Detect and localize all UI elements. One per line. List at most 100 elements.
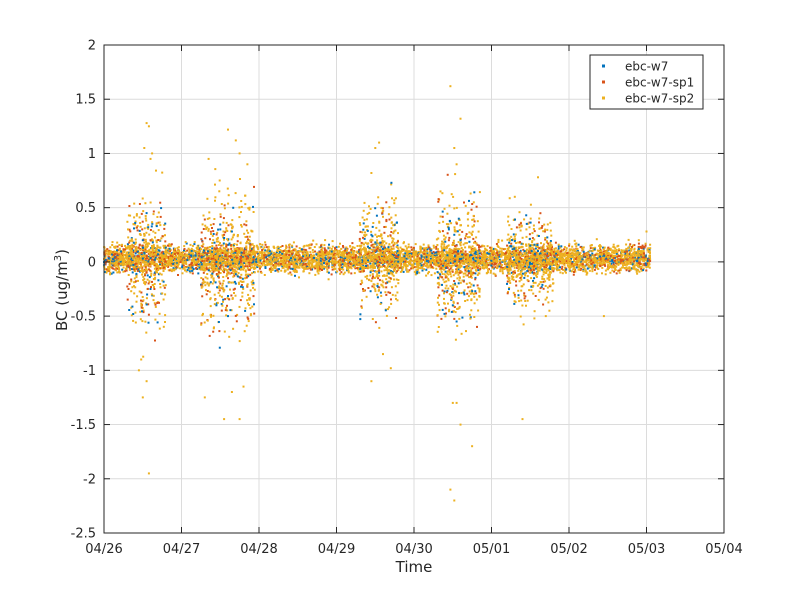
- dense-point: [310, 243, 313, 246]
- dense-point: [399, 265, 402, 268]
- dense-point: [499, 262, 502, 265]
- dense-point: [188, 254, 191, 257]
- dense-point: [232, 245, 235, 248]
- dense-point: [232, 259, 235, 262]
- dense-point: [317, 259, 320, 262]
- dense-point: [193, 258, 196, 261]
- dense-point: [475, 265, 478, 267]
- dense-point: [604, 255, 607, 258]
- dense-point: [388, 264, 391, 267]
- dense-point: [478, 269, 481, 272]
- dense-point: [625, 269, 628, 272]
- dense-point: [644, 244, 647, 247]
- dense-point: [540, 259, 543, 262]
- dense-point: [562, 268, 565, 271]
- dense-point: [422, 243, 425, 246]
- dense-point: [265, 260, 268, 263]
- dense-point: [640, 258, 643, 261]
- dense-point: [229, 257, 232, 259]
- dense-point: [197, 265, 200, 268]
- dense-point: [393, 260, 396, 262]
- dense-point: [550, 266, 553, 269]
- dense-point: [586, 263, 589, 266]
- dense-point: [559, 266, 561, 269]
- dense-point: [330, 273, 333, 276]
- dense-point: [120, 245, 123, 248]
- dense-point: [409, 250, 412, 253]
- dense-point: [118, 244, 121, 246]
- dense-point: [167, 264, 170, 267]
- dense-point: [301, 251, 304, 254]
- dense-point: [609, 259, 611, 262]
- dense-point: [223, 261, 226, 264]
- dense-point: [498, 265, 501, 268]
- dense-point: [148, 265, 151, 268]
- dense-point: [328, 246, 331, 249]
- dense-point: [233, 254, 236, 257]
- dense-point: [577, 243, 580, 246]
- dense-point: [317, 258, 320, 261]
- dense-point: [191, 264, 194, 267]
- dense-point: [131, 268, 133, 271]
- dense-point: [632, 262, 635, 265]
- dense-point: [383, 253, 386, 256]
- dense-point: [364, 258, 367, 261]
- dense-point: [197, 263, 200, 266]
- dense-point: [194, 262, 196, 265]
- dense-point: [264, 265, 267, 268]
- dense-point: [111, 256, 114, 259]
- dense-point: [388, 252, 391, 255]
- dense-point: [618, 259, 621, 262]
- dense-point: [260, 262, 263, 265]
- dense-point: [227, 264, 230, 267]
- dense-point: [233, 257, 236, 260]
- dense-point: [574, 258, 577, 260]
- dense-point: [416, 272, 419, 275]
- dense-point: [402, 257, 405, 260]
- dense-point: [617, 269, 619, 272]
- dense-point: [248, 250, 251, 253]
- dense-point: [625, 243, 628, 246]
- dense-point: [244, 270, 247, 273]
- dense-point: [265, 254, 268, 257]
- dense-point: [185, 270, 188, 273]
- dense-point: [233, 256, 236, 259]
- dense-point: [565, 262, 568, 264]
- dense-point: [643, 260, 646, 262]
- dense-point: [412, 254, 415, 256]
- dense-point: [111, 241, 114, 244]
- dense-point: [563, 255, 566, 258]
- dense-point: [250, 257, 253, 260]
- dense-point: [414, 273, 417, 276]
- dense-point: [445, 263, 448, 265]
- dense-point: [226, 249, 229, 252]
- dense-point: [186, 265, 189, 268]
- dense-point: [137, 260, 140, 263]
- dense-point: [584, 270, 587, 273]
- dense-point: [566, 262, 569, 265]
- dense-point: [115, 266, 118, 269]
- dense-point: [311, 268, 314, 271]
- dense-point: [433, 272, 436, 275]
- dense-point: [571, 245, 574, 248]
- dense-point: [430, 248, 433, 251]
- dense-point: [123, 263, 126, 266]
- dense-point: [231, 251, 234, 254]
- dense-point: [577, 259, 580, 262]
- dense-point: [257, 270, 260, 273]
- dense-point: [450, 250, 453, 253]
- dense-point: [219, 251, 222, 254]
- dense-point: [475, 263, 478, 266]
- dense-point: [231, 263, 234, 266]
- dense-point: [484, 264, 487, 267]
- dense-point: [273, 266, 276, 269]
- dense-point: [540, 257, 543, 260]
- dense-point: [594, 257, 596, 260]
- dense-point: [554, 247, 557, 250]
- dense-point: [333, 267, 336, 270]
- dense-point: [433, 246, 436, 249]
- dense-point: [502, 252, 505, 254]
- dense-point: [160, 267, 163, 270]
- dense-point: [263, 246, 266, 249]
- dense-point: [104, 256, 107, 259]
